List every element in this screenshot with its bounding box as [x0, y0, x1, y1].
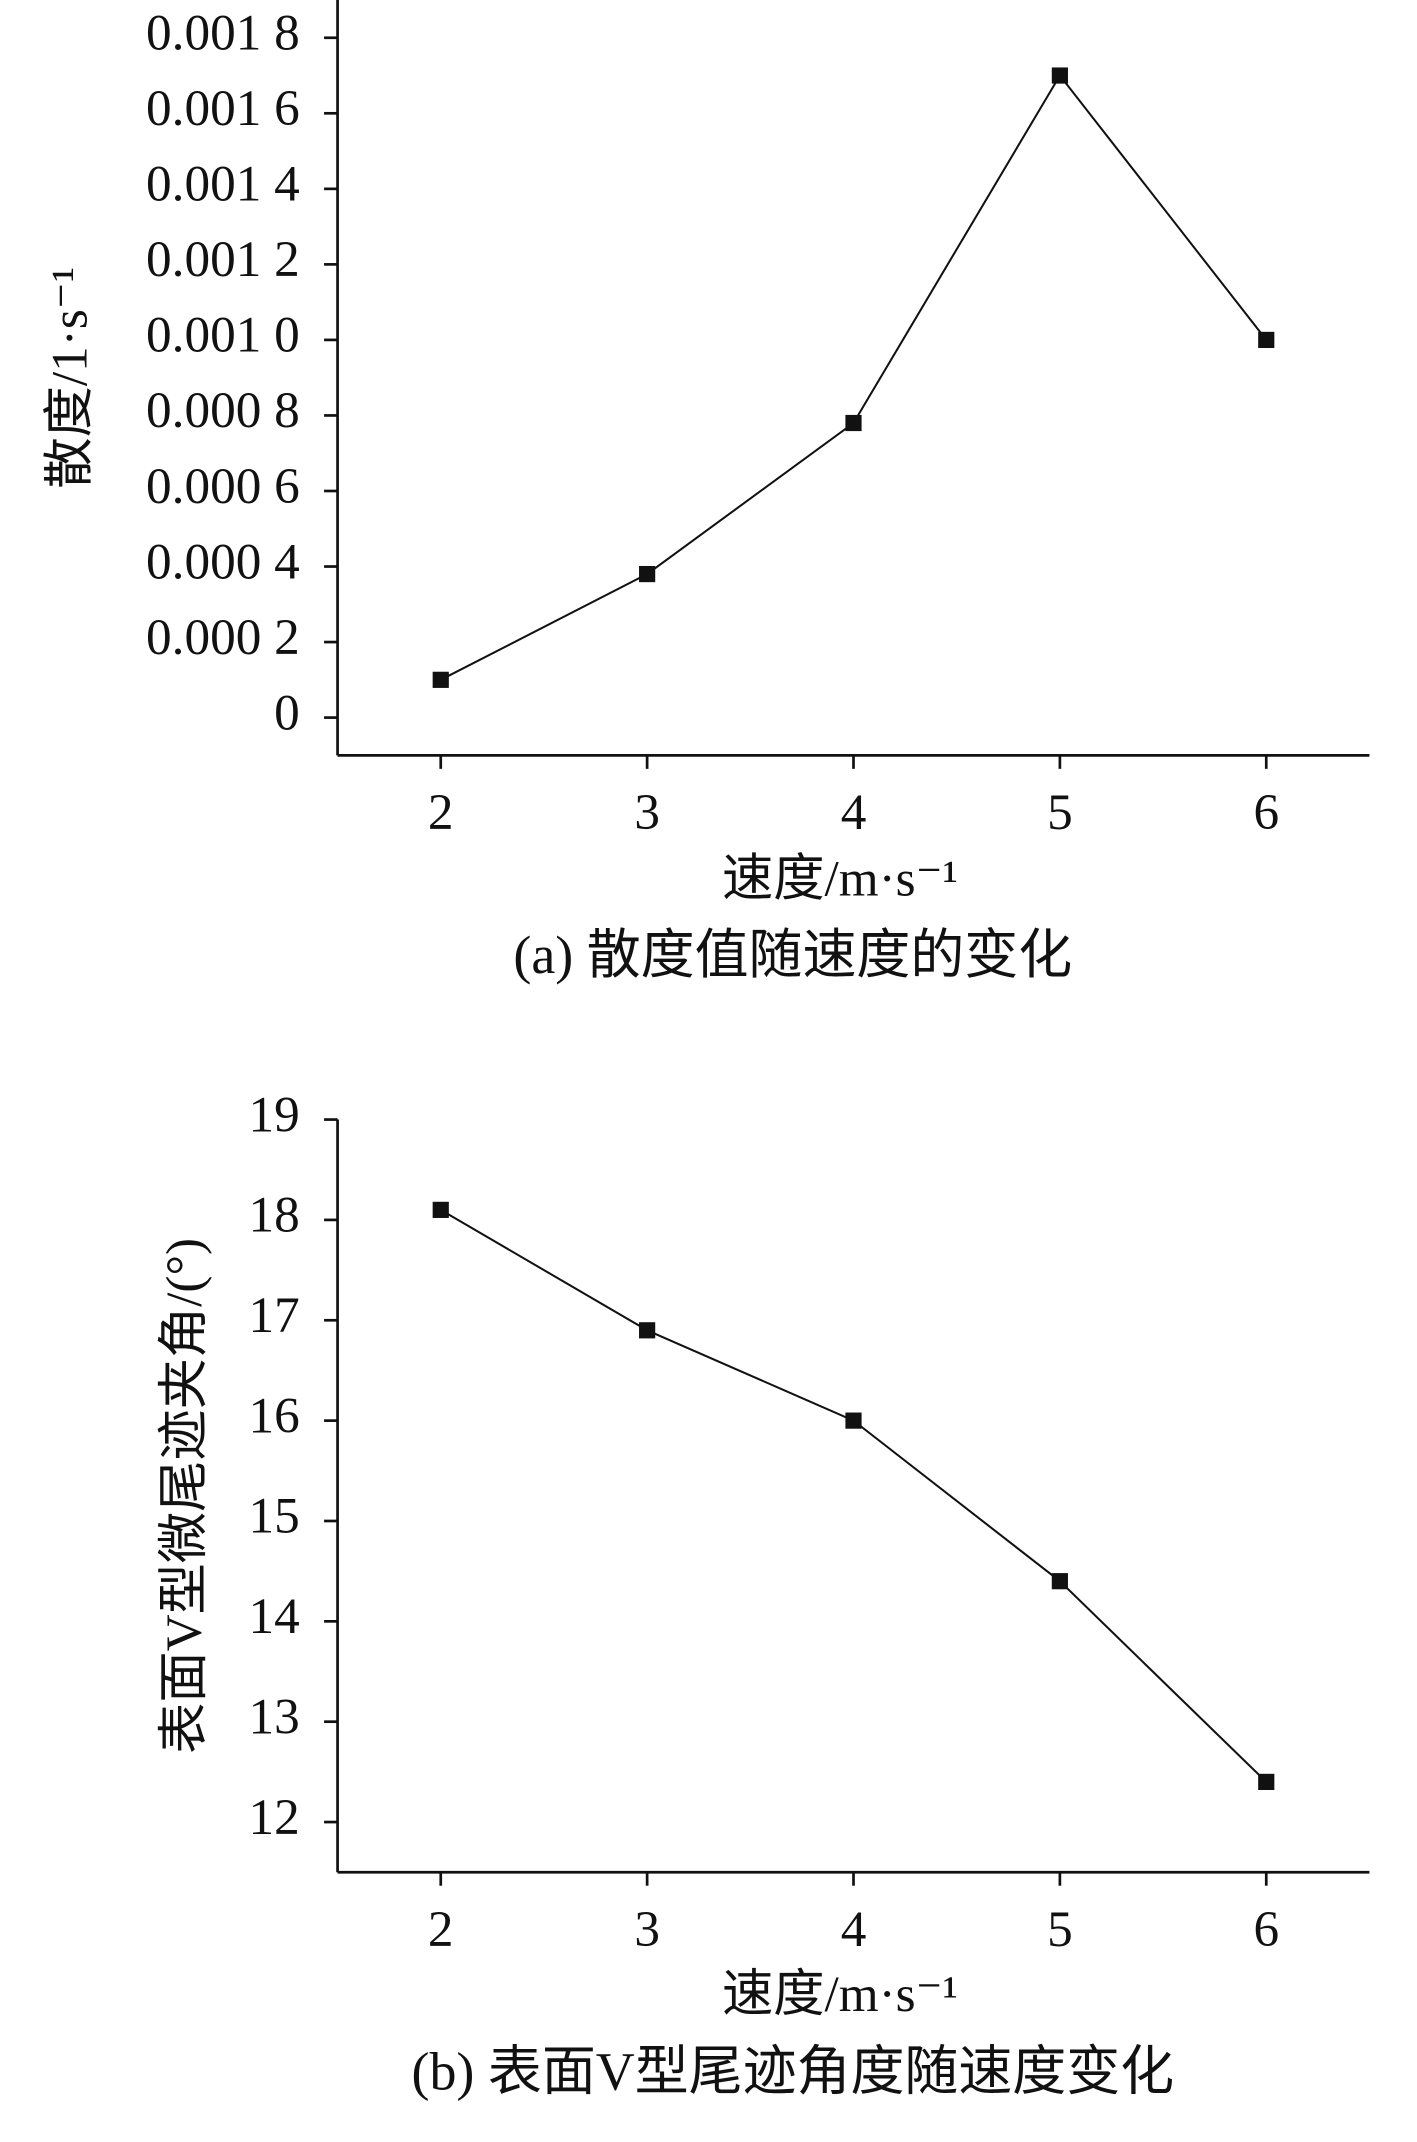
- x-axis-label: 速度/m·s⁻¹: [722, 1966, 958, 2023]
- data-point: [845, 1412, 862, 1429]
- x-tick-label: 4: [841, 784, 867, 841]
- x-tick-label: 3: [634, 784, 660, 841]
- y-tick-label: 0.001 4: [146, 156, 300, 213]
- x-tick-label: 6: [1253, 1901, 1279, 1958]
- data-point: [639, 565, 656, 583]
- y-tick-label: 16: [249, 1387, 300, 1444]
- chart-caption: (b) 表面V型尾迹角度随速度变化: [412, 2042, 1175, 2102]
- data-point: [1051, 1573, 1068, 1590]
- y-tick-label: 18: [249, 1187, 300, 1244]
- x-tick-label: 6: [1253, 784, 1279, 841]
- data-point: [1051, 67, 1068, 84]
- data-point: [1258, 1773, 1275, 1790]
- data-point: [432, 1201, 449, 1218]
- data-line: [440, 73, 1268, 681]
- y-tick-label: 12: [249, 1789, 300, 1846]
- x-tick-label: 4: [841, 1901, 867, 1958]
- x-tick-label: 2: [428, 784, 454, 841]
- y-tick-label: 19: [249, 1086, 300, 1143]
- y-tick-label: 0.000 2: [146, 609, 300, 666]
- y-tick-label: 0.000 8: [146, 382, 300, 439]
- data-point: [1258, 331, 1275, 349]
- y-tick-label: 0.001 8: [146, 5, 300, 62]
- y-tick-label: 14: [249, 1588, 300, 1645]
- data-point: [432, 671, 449, 688]
- data-line: [440, 1209, 1267, 1783]
- y-axis-label: 表面V型微尾迹夹角/(°): [156, 1238, 213, 1754]
- x-axis-label: 速度/m·s⁻¹: [722, 850, 958, 907]
- data-point: [639, 1322, 656, 1339]
- chart-caption: (a) 散度值随速度的变化: [513, 925, 1072, 985]
- x-tick-label: 5: [1047, 784, 1073, 841]
- y-tick-label: 0.000 6: [146, 458, 300, 515]
- data-point: [845, 414, 862, 432]
- y-tick-label: 15: [249, 1488, 300, 1545]
- x-tick-label: 3: [634, 1901, 660, 1958]
- y-tick-label: 0.001 6: [146, 80, 300, 137]
- y-tick-label: 0.001 0: [146, 307, 300, 364]
- y-tick-label: 0.001 2: [146, 231, 300, 288]
- y-axis-label: 散度/1·s⁻¹: [41, 267, 98, 489]
- x-tick-label: 2: [428, 1901, 454, 1958]
- y-tick-label: 13: [249, 1688, 300, 1745]
- y-tick-label: 0.000 4: [146, 533, 300, 590]
- y-tick-label: 0: [274, 684, 300, 741]
- x-tick-label: 5: [1047, 1901, 1073, 1958]
- y-tick-label: 17: [249, 1287, 300, 1344]
